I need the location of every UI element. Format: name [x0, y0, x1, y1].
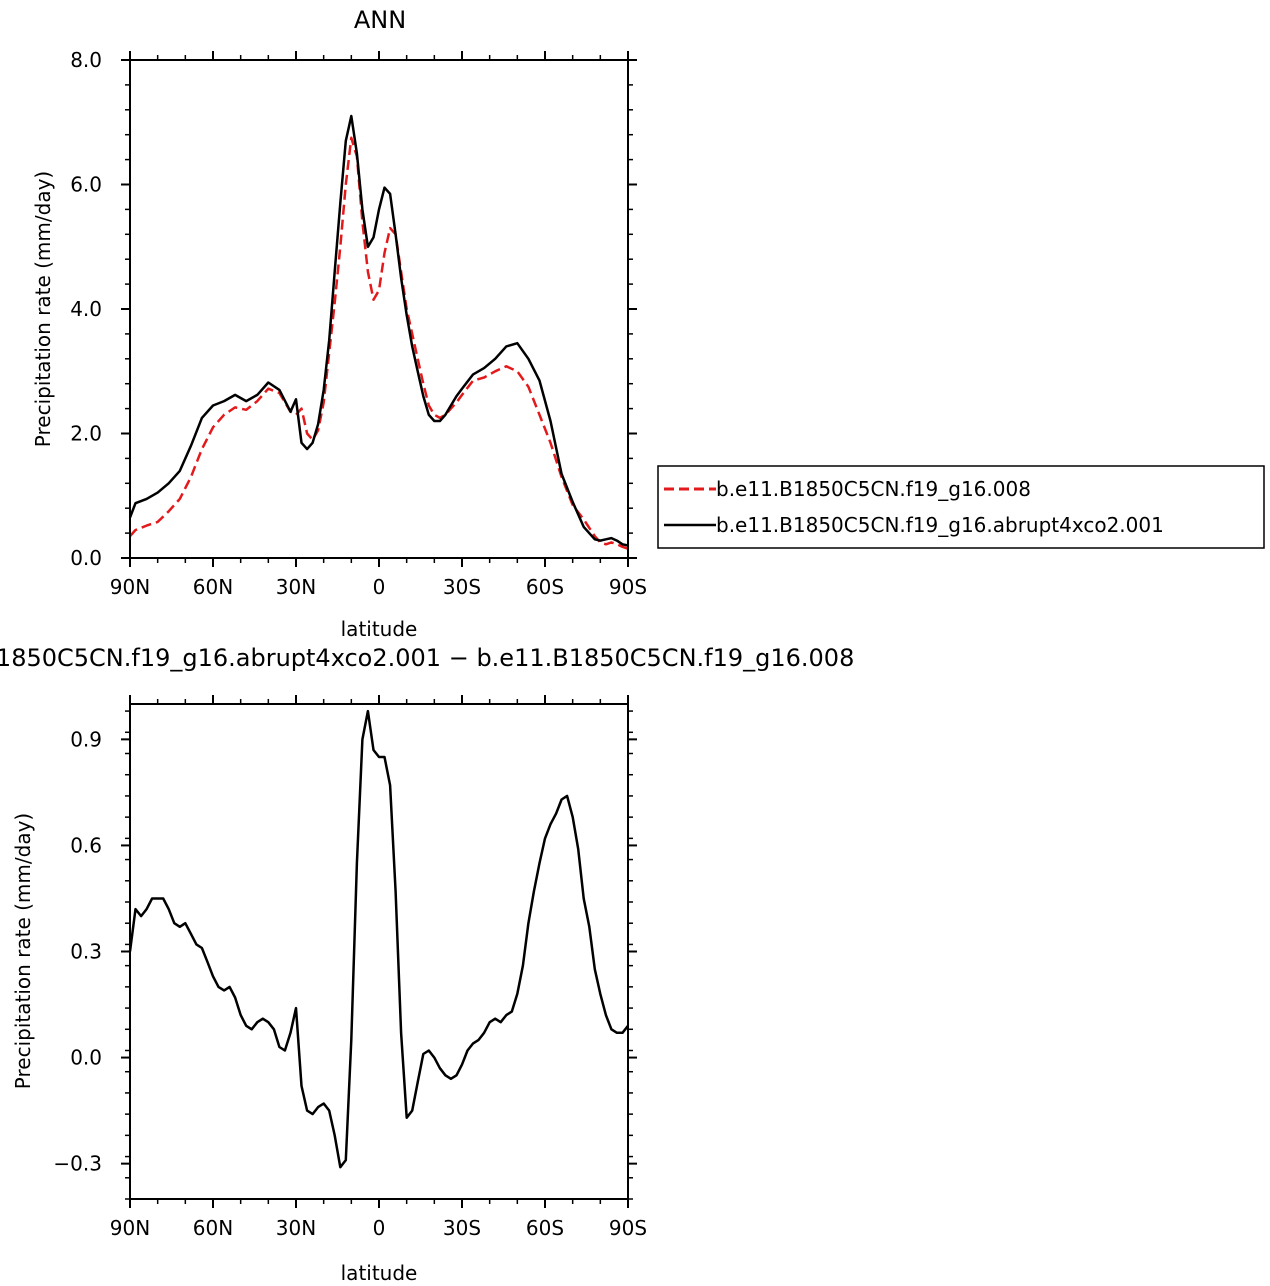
y-tick-label: 8.0 — [70, 48, 102, 72]
legend-box — [657, 465, 1265, 549]
x-tick-label: 30S — [443, 575, 481, 599]
top-chart-title: ANN — [354, 6, 406, 34]
bottom-chart-title: b.e11.B1850C5CN.f19_g16.abrupt4xco2.001 … — [0, 644, 854, 672]
x-tick-label: 0 — [373, 1216, 386, 1240]
series-line-1 — [128, 709, 629, 1169]
y-tick-label: 2.0 — [70, 422, 102, 446]
bottom-tick-labels: 90N 60N 30N 0 30S 60S 90S −0.3 0.0 0.3 0.6 0.9 — [53, 727, 647, 1240]
legend-label-control: b.e11.B1850C5CN.f19_g16.008 — [716, 477, 1031, 501]
x-tick-label: 30S — [443, 1216, 481, 1240]
top-ylabel: Precipitation rate (mm/day) — [31, 171, 55, 447]
y-tick-label: 0.9 — [70, 727, 102, 751]
y-tick-label: 0.0 — [70, 1046, 102, 1070]
y-tick-label: 0.6 — [70, 833, 102, 857]
bottom-xlabel: latitude — [341, 1261, 418, 1285]
y-tick-label: 6.0 — [70, 173, 102, 197]
y-tick-label: −0.3 — [53, 1152, 102, 1176]
x-tick-label: 30N — [276, 1216, 316, 1240]
top-series-lines — [128, 114, 629, 550]
x-tick-label: 90N — [110, 575, 150, 599]
x-tick-label: 60N — [193, 575, 233, 599]
series-line-1 — [129, 136, 629, 550]
x-tick-label: 60S — [526, 1216, 564, 1240]
x-tick-label: 90S — [609, 1216, 647, 1240]
top-plot-frame — [129, 59, 629, 559]
x-tick-label: 30N — [276, 575, 316, 599]
top-xlabel: latitude — [341, 617, 418, 641]
legend: b.e11.B1850C5CN.f19_g16.008 b.e11.B1850C… — [657, 465, 1265, 549]
y-tick-label: 4.0 — [70, 297, 102, 321]
x-tick-label: 90S — [609, 575, 647, 599]
bottom-plot-frame — [129, 703, 629, 1200]
x-tick-label: 0 — [373, 575, 386, 599]
x-tick-label: 60N — [193, 1216, 233, 1240]
top-tick-labels: 90N 60N 30N 0 30S 60S 90S 0.0 2.0 4.0 6.0 8.0 — [70, 48, 647, 599]
x-tick-label: 90N — [110, 1216, 150, 1240]
bottom-ylabel: Precipitation rate (mm/day) — [11, 813, 35, 1089]
bottom-chart: b.e11.B1850C5CN.f19_g16.abrupt4xco2.001 … — [0, 644, 854, 1285]
bottom-tick-marks — [121, 695, 637, 1208]
y-tick-label: 0.0 — [70, 546, 102, 570]
top-chart: ANN 90N 60N 30N 0 30S 60S 90S 0.0 2.0 4.0 6.0 8.0 l… — [31, 6, 647, 641]
series-line-2 — [128, 114, 629, 547]
y-tick-label: 0.3 — [70, 940, 102, 964]
bottom-series-lines — [128, 709, 629, 1169]
x-tick-label: 60S — [526, 575, 564, 599]
legend-label-abrupt4xco2: b.e11.B1850C5CN.f19_g16.abrupt4xco2.001 — [716, 513, 1164, 537]
top-tick-marks — [121, 51, 637, 567]
